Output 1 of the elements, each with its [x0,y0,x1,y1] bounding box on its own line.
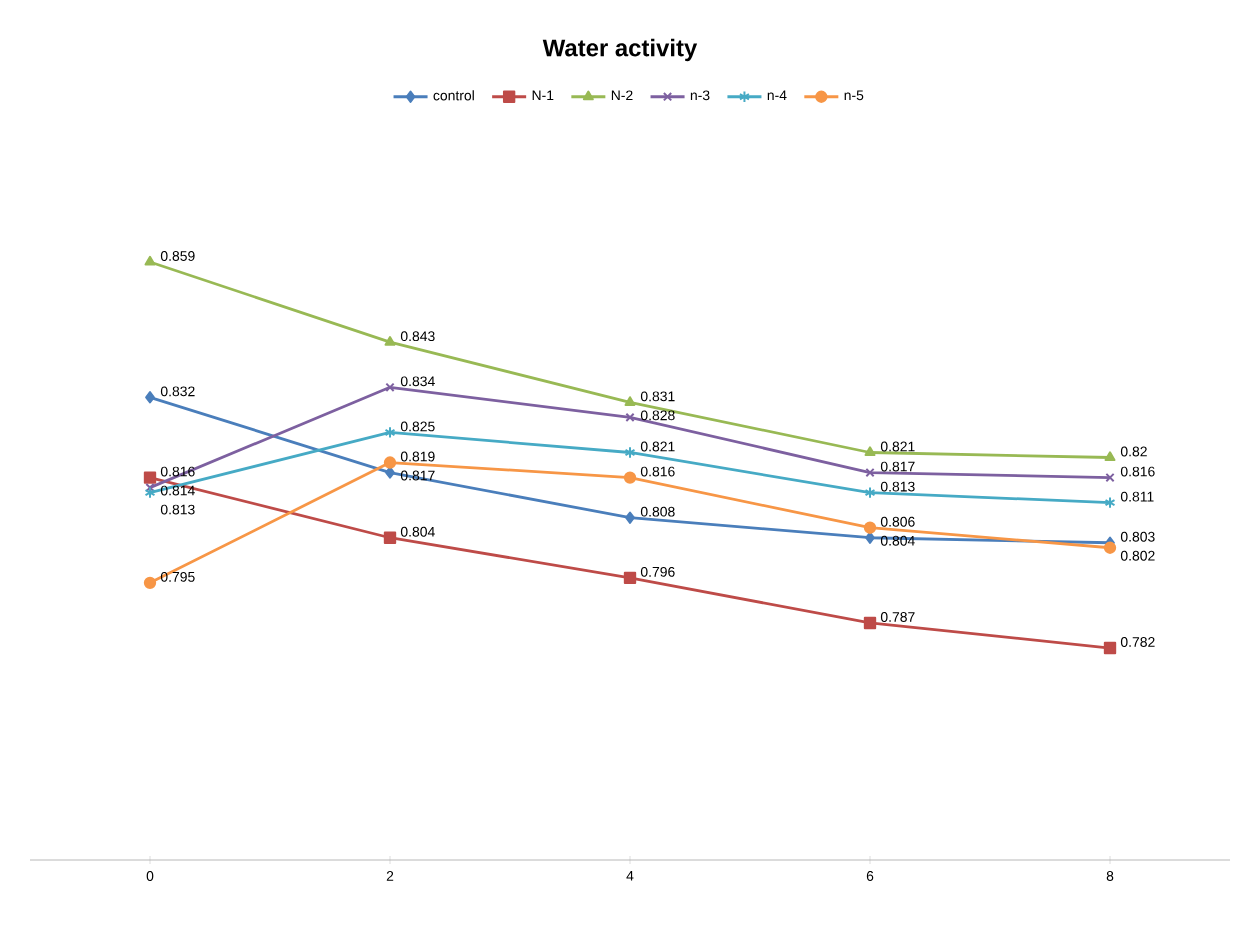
chart-title: Water activity [542,38,698,62]
